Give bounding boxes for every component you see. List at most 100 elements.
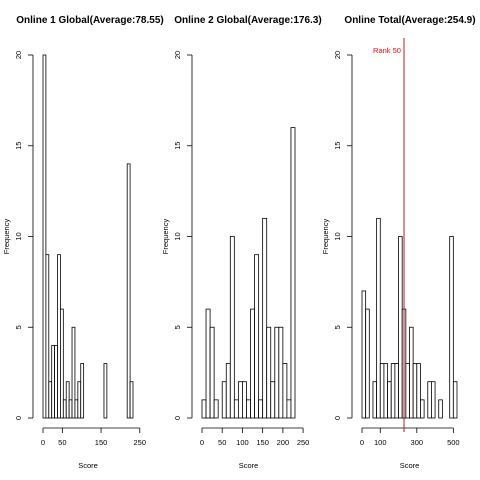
histogram-bar	[266, 326, 272, 419]
histogram-bar	[237, 381, 243, 419]
chart-panel-2: Online 2 Global(Average:176.3)0 50 100 150 2…	[161, 15, 322, 470]
y-tick-label: 5	[173, 325, 182, 329]
histogram-bar	[379, 363, 385, 419]
histogram-bar	[278, 326, 284, 419]
y-tick-label: 5	[14, 325, 23, 329]
chart-title: Online 1 Global(Average:78.55)	[16, 15, 163, 26]
histogram-bar	[80, 363, 85, 419]
histogram-bar	[60, 308, 64, 419]
y-tick-label: 10	[173, 232, 182, 240]
histogram-bar	[420, 399, 425, 419]
histogram-bar	[68, 399, 73, 419]
x-tick-label: 0	[200, 438, 204, 447]
y-axis-label: Frequency	[321, 219, 330, 255]
x-tick-label: 50	[218, 438, 226, 447]
x-tick-label: 300	[411, 438, 424, 447]
rank-50-label: Rank 50	[373, 46, 401, 55]
histogram-bar	[242, 381, 247, 419]
x-axis-label: Score	[400, 461, 420, 470]
histogram-bar	[254, 254, 260, 419]
histogram-bar	[438, 399, 443, 419]
y-tick-label: 15	[173, 142, 182, 150]
histogram-bar	[233, 399, 239, 419]
y-tick-label: 20	[333, 51, 342, 59]
histogram-bar	[416, 363, 421, 419]
chart-title: Online Total(Average:254.9)	[344, 15, 475, 26]
x-tick-label: 250	[134, 438, 147, 447]
histogram-bar	[250, 308, 255, 419]
x-tick-label: 200	[277, 438, 290, 447]
histogram-bar	[51, 344, 56, 419]
y-tick-label: 10	[14, 232, 23, 240]
histogram-bar	[246, 399, 251, 419]
histogram-bar	[103, 363, 108, 419]
y-tick-label: 20	[14, 51, 23, 59]
y-tick-label: 0	[173, 416, 182, 420]
y-axis-label: Frequency	[2, 219, 11, 255]
histogram-bar	[213, 399, 219, 419]
y-axis-label: Frequency	[161, 219, 170, 255]
histogram-bar	[229, 236, 235, 419]
histogram-bar	[262, 217, 268, 419]
x-tick-label: 500	[447, 438, 460, 447]
y-tick-label: 15	[14, 142, 23, 150]
chart-title: Online 2 Global(Average:176.3)	[174, 15, 321, 26]
histogram-bar	[205, 308, 211, 419]
histogram-bar	[270, 381, 276, 419]
histogram-bar	[201, 399, 207, 419]
histogram-bar	[258, 399, 264, 419]
histogram-bar	[365, 308, 370, 419]
histogram-bar	[290, 127, 296, 419]
y-tick-label: 15	[333, 142, 342, 150]
histogram-bar	[77, 381, 82, 419]
histogram-bar	[54, 344, 58, 419]
x-tick-label: 150	[256, 438, 269, 447]
histogram-bar	[45, 254, 50, 419]
histogram-bar	[62, 399, 67, 419]
x-tick-label: 50	[58, 438, 66, 447]
x-tick-label: 100	[236, 438, 249, 447]
histogram-bar	[372, 381, 378, 419]
histogram-bar	[57, 254, 61, 419]
x-tick-label: 0	[360, 438, 364, 447]
histogram-bar	[390, 363, 396, 419]
chart-panel-3: Online Total(Average:254.9)0 100 300 500Sco…	[321, 15, 476, 470]
histogram-bar	[383, 363, 388, 419]
y-tick-label: 0	[333, 416, 342, 420]
histogram-bar	[398, 236, 403, 419]
x-axis-label: Score	[78, 461, 98, 470]
histogram-bar	[452, 381, 458, 419]
histogram-bar	[376, 217, 381, 419]
x-tick-label: 250	[297, 438, 310, 447]
histogram-bar	[74, 399, 79, 419]
histogram-bar	[221, 381, 227, 419]
histogram-bar	[126, 163, 131, 419]
y-tick-label: 10	[333, 232, 342, 240]
y-tick-label: 5	[333, 325, 342, 329]
histogram-bar	[449, 236, 454, 419]
y-tick-label: 0	[14, 416, 23, 420]
histogram-bar	[409, 326, 414, 419]
histogram-bar	[71, 326, 76, 419]
histogram-bar	[286, 399, 292, 419]
histogram-bar	[42, 54, 47, 419]
histogram-bar	[225, 363, 231, 419]
histogram-bar	[282, 363, 288, 419]
histogram-bar	[405, 363, 410, 419]
histogram-bar	[48, 381, 53, 419]
x-axis-label: Score	[239, 461, 259, 470]
y-tick-label: 20	[173, 51, 182, 59]
histogram-bar	[129, 381, 134, 419]
histogram-bar	[65, 381, 70, 419]
histogram-bar	[431, 381, 436, 419]
histogram-bar	[209, 326, 215, 419]
histogram-bar	[427, 381, 432, 419]
histogram-bar	[394, 363, 399, 419]
histogram-bar	[274, 326, 280, 419]
x-tick-label: 0	[41, 438, 45, 447]
histogram-bar	[361, 290, 367, 419]
x-tick-label: 150	[95, 438, 108, 447]
histogram-bar	[387, 381, 392, 419]
x-tick-label: 100	[374, 438, 387, 447]
